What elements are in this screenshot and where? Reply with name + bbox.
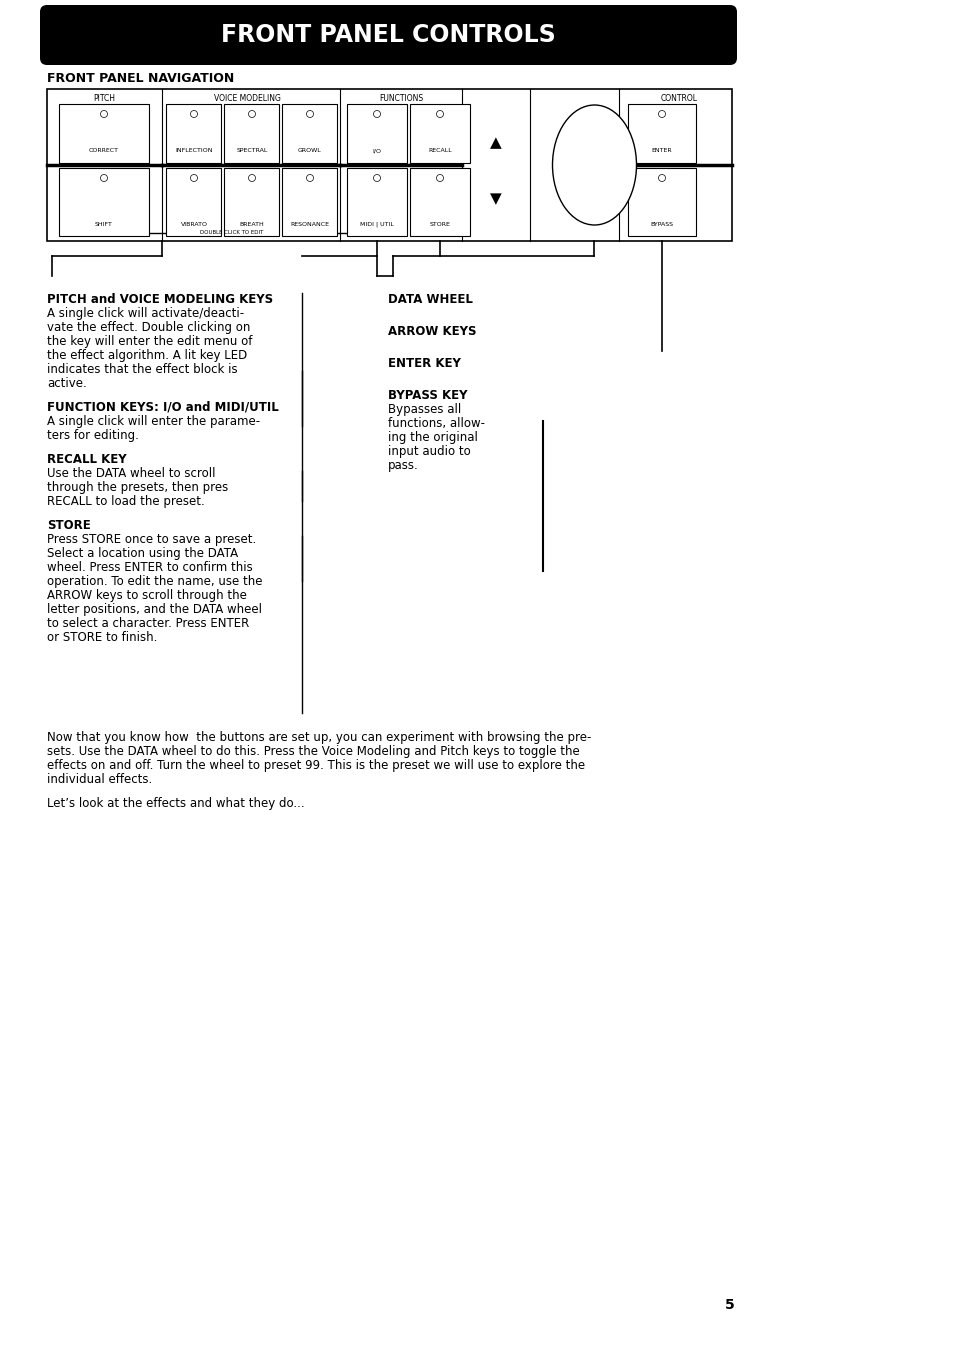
- Text: the key will enter the edit menu of: the key will enter the edit menu of: [47, 335, 253, 349]
- Text: ▼: ▼: [490, 190, 501, 205]
- Text: RECALL: RECALL: [428, 149, 452, 154]
- Text: BREATH: BREATH: [239, 222, 264, 227]
- Text: DATA WHEEL: DATA WHEEL: [388, 293, 473, 305]
- Bar: [282, 104, 337, 163]
- Text: RESONANCE: RESONANCE: [291, 222, 329, 227]
- Circle shape: [100, 174, 108, 181]
- Text: operation. To edit the name, use the: operation. To edit the name, use the: [47, 576, 262, 588]
- Text: A single click will activate/deacti-: A single click will activate/deacti-: [47, 307, 244, 320]
- Text: Use the DATA wheel to scroll: Use the DATA wheel to scroll: [47, 467, 215, 480]
- Text: STORE: STORE: [429, 222, 450, 227]
- Text: ▲: ▲: [490, 135, 501, 150]
- Bar: [347, 104, 407, 163]
- Text: input audio to: input audio to: [388, 444, 470, 458]
- Bar: [627, 104, 696, 163]
- Text: MIDI | UTIL: MIDI | UTIL: [359, 222, 394, 227]
- Text: functions, allow-: functions, allow-: [388, 417, 484, 430]
- Text: SPECTRAL: SPECTRAL: [236, 149, 268, 154]
- Text: vate the effect. Double clicking on: vate the effect. Double clicking on: [47, 322, 250, 334]
- Text: pass.: pass.: [388, 459, 418, 471]
- Circle shape: [658, 111, 665, 118]
- Text: active.: active.: [47, 377, 87, 390]
- Text: BYPASS: BYPASS: [650, 222, 673, 227]
- Bar: [224, 168, 279, 236]
- Bar: [167, 168, 221, 236]
- Bar: [224, 104, 279, 163]
- Text: STORE: STORE: [47, 519, 91, 532]
- Circle shape: [191, 174, 197, 181]
- Circle shape: [100, 111, 108, 118]
- Text: SHIFT: SHIFT: [95, 222, 112, 227]
- Bar: [59, 104, 149, 163]
- Circle shape: [374, 174, 380, 181]
- Text: GROWL: GROWL: [297, 149, 321, 154]
- Circle shape: [248, 174, 255, 181]
- Text: FUNCTIONS: FUNCTIONS: [378, 95, 422, 103]
- Bar: [410, 168, 470, 236]
- Text: RECALL to load the preset.: RECALL to load the preset.: [47, 494, 205, 508]
- Text: ters for editing.: ters for editing.: [47, 430, 139, 442]
- Text: ENTER: ENTER: [651, 149, 672, 154]
- Text: Select a location using the DATA: Select a location using the DATA: [47, 547, 238, 561]
- Text: FRONT PANEL NAVIGATION: FRONT PANEL NAVIGATION: [47, 72, 234, 85]
- Text: wheel. Press ENTER to confirm this: wheel. Press ENTER to confirm this: [47, 561, 253, 574]
- Text: letter positions, and the DATA wheel: letter positions, and the DATA wheel: [47, 603, 262, 616]
- Text: CORRECT: CORRECT: [89, 149, 119, 154]
- Text: Now that you know how  the buttons are set up, you can experiment with browsing : Now that you know how the buttons are se…: [47, 731, 591, 744]
- Text: sets. Use the DATA wheel to do this. Press the Voice Modeling and Pitch keys to : sets. Use the DATA wheel to do this. Pre…: [47, 744, 579, 758]
- Circle shape: [191, 111, 197, 118]
- Circle shape: [436, 111, 443, 118]
- Bar: [627, 168, 696, 236]
- Text: PITCH: PITCH: [92, 95, 115, 103]
- Text: FRONT PANEL CONTROLS: FRONT PANEL CONTROLS: [221, 23, 556, 47]
- Text: CONTROL: CONTROL: [660, 95, 698, 103]
- Bar: [59, 168, 149, 236]
- FancyBboxPatch shape: [40, 5, 737, 65]
- Text: to select a character. Press ENTER: to select a character. Press ENTER: [47, 617, 249, 630]
- Circle shape: [658, 174, 665, 181]
- Circle shape: [306, 174, 314, 181]
- Text: BYPASS KEY: BYPASS KEY: [388, 389, 467, 403]
- Text: RECALL KEY: RECALL KEY: [47, 453, 127, 466]
- Text: Bypasses all: Bypasses all: [388, 403, 460, 416]
- Text: the effect algorithm. A lit key LED: the effect algorithm. A lit key LED: [47, 349, 247, 362]
- Text: indicates that the effect block is: indicates that the effect block is: [47, 363, 237, 376]
- Circle shape: [248, 111, 255, 118]
- Circle shape: [306, 111, 314, 118]
- Text: 5: 5: [724, 1298, 734, 1312]
- Circle shape: [374, 111, 380, 118]
- Text: I/O: I/O: [372, 149, 381, 154]
- Text: ARROW keys to scroll through the: ARROW keys to scroll through the: [47, 589, 247, 603]
- Circle shape: [436, 174, 443, 181]
- Text: ARROW KEYS: ARROW KEYS: [388, 326, 476, 338]
- Text: ENTER KEY: ENTER KEY: [388, 357, 460, 370]
- Text: effects on and off. Turn the wheel to preset 99. This is the preset we will use : effects on and off. Turn the wheel to pr…: [47, 759, 584, 771]
- Bar: [410, 104, 470, 163]
- Ellipse shape: [552, 105, 636, 226]
- Text: PITCH and VOICE MODELING KEYS: PITCH and VOICE MODELING KEYS: [47, 293, 273, 305]
- Text: INFLECTION: INFLECTION: [175, 149, 213, 154]
- Bar: [282, 168, 337, 236]
- Text: DOUBLE CLICK TO EDIT: DOUBLE CLICK TO EDIT: [200, 231, 263, 235]
- Text: ing the original: ing the original: [388, 431, 477, 444]
- Bar: [167, 104, 221, 163]
- Text: individual effects.: individual effects.: [47, 773, 152, 786]
- Text: VOICE MODELING: VOICE MODELING: [213, 95, 280, 103]
- Text: FUNCTION KEYS: I/O and MIDI/UTIL: FUNCTION KEYS: I/O and MIDI/UTIL: [47, 401, 278, 413]
- Text: Press STORE once to save a preset.: Press STORE once to save a preset.: [47, 534, 256, 546]
- Text: or STORE to finish.: or STORE to finish.: [47, 631, 157, 644]
- Text: A single click will enter the parame-: A single click will enter the parame-: [47, 415, 260, 428]
- Text: through the presets, then pres: through the presets, then pres: [47, 481, 228, 494]
- Bar: [347, 168, 407, 236]
- Text: Let’s look at the effects and what they do...: Let’s look at the effects and what they …: [47, 797, 304, 811]
- Bar: [47, 89, 731, 240]
- Text: VIBRATO: VIBRATO: [180, 222, 208, 227]
